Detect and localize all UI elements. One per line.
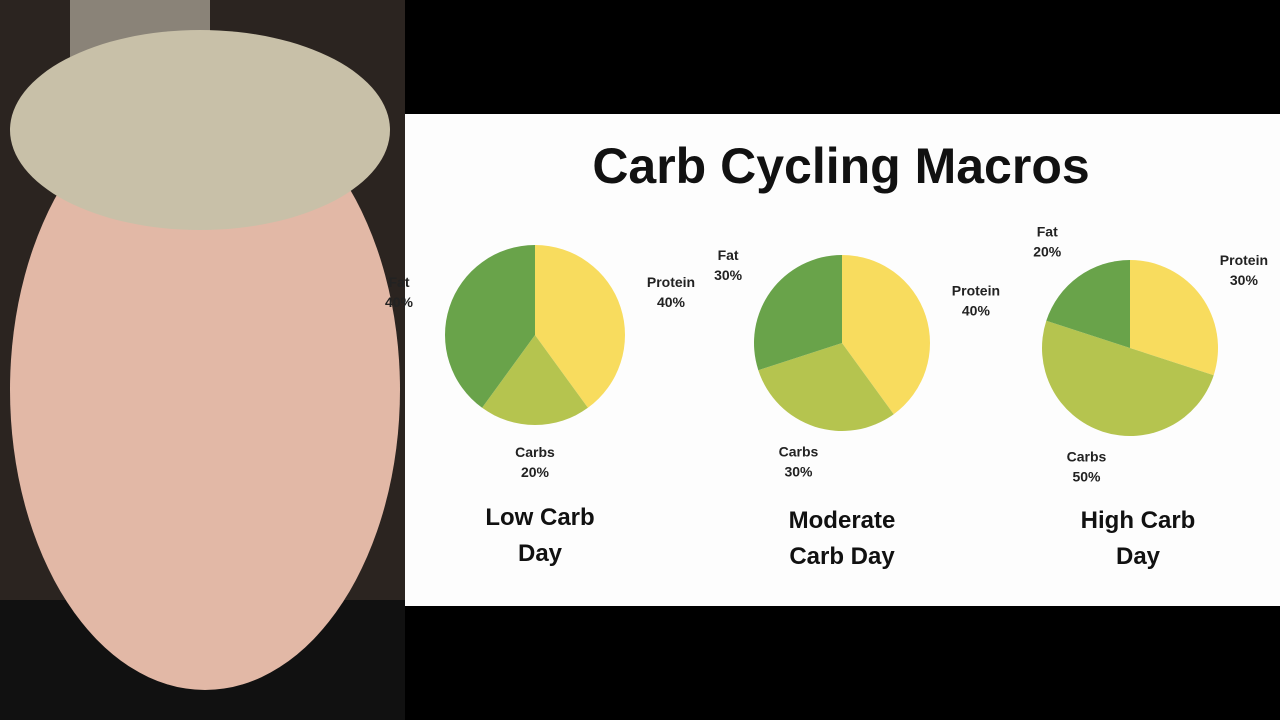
pie-slice bbox=[1130, 260, 1219, 376]
slice-value: 30% bbox=[714, 267, 743, 283]
slice-value: 50% bbox=[1072, 469, 1101, 485]
slice-value: 40% bbox=[385, 294, 414, 310]
slice-label: Fat bbox=[388, 274, 409, 290]
hair bbox=[10, 30, 390, 230]
slice-label: Carbs bbox=[1067, 449, 1107, 465]
pie-slice bbox=[535, 245, 625, 408]
slice-value: 30% bbox=[784, 464, 813, 480]
pie-slice bbox=[1041, 320, 1214, 437]
pie-slice bbox=[754, 255, 843, 371]
slice-value: 40% bbox=[657, 294, 686, 310]
slice-value: 30% bbox=[1230, 272, 1259, 288]
slice-label: Fat bbox=[718, 247, 739, 263]
pie-slice bbox=[842, 255, 930, 415]
slice-label: Protein bbox=[1220, 252, 1268, 268]
pie-slice bbox=[758, 343, 894, 431]
slice-value: 40% bbox=[962, 302, 991, 318]
slice-label: Carbs bbox=[515, 444, 555, 460]
pie-slice bbox=[1046, 260, 1130, 348]
slice-label: Protein bbox=[647, 274, 695, 290]
face bbox=[10, 90, 400, 690]
pie-slice bbox=[445, 245, 535, 408]
slice-label: Carbs bbox=[779, 444, 819, 460]
pie-title: High Carb Day bbox=[1080, 507, 1196, 570]
pie-title: Moderate Carb Day bbox=[788, 507, 896, 570]
slice-label: Protein bbox=[952, 282, 1000, 298]
pie-slice bbox=[482, 335, 588, 425]
slide-title: Carb Cycling Macros bbox=[592, 138, 1089, 194]
slice-value: 20% bbox=[1033, 243, 1062, 259]
slice-label: Fat bbox=[1037, 223, 1058, 239]
pie-title: Low Carb Day bbox=[485, 504, 595, 567]
slice-value: 20% bbox=[521, 464, 550, 480]
